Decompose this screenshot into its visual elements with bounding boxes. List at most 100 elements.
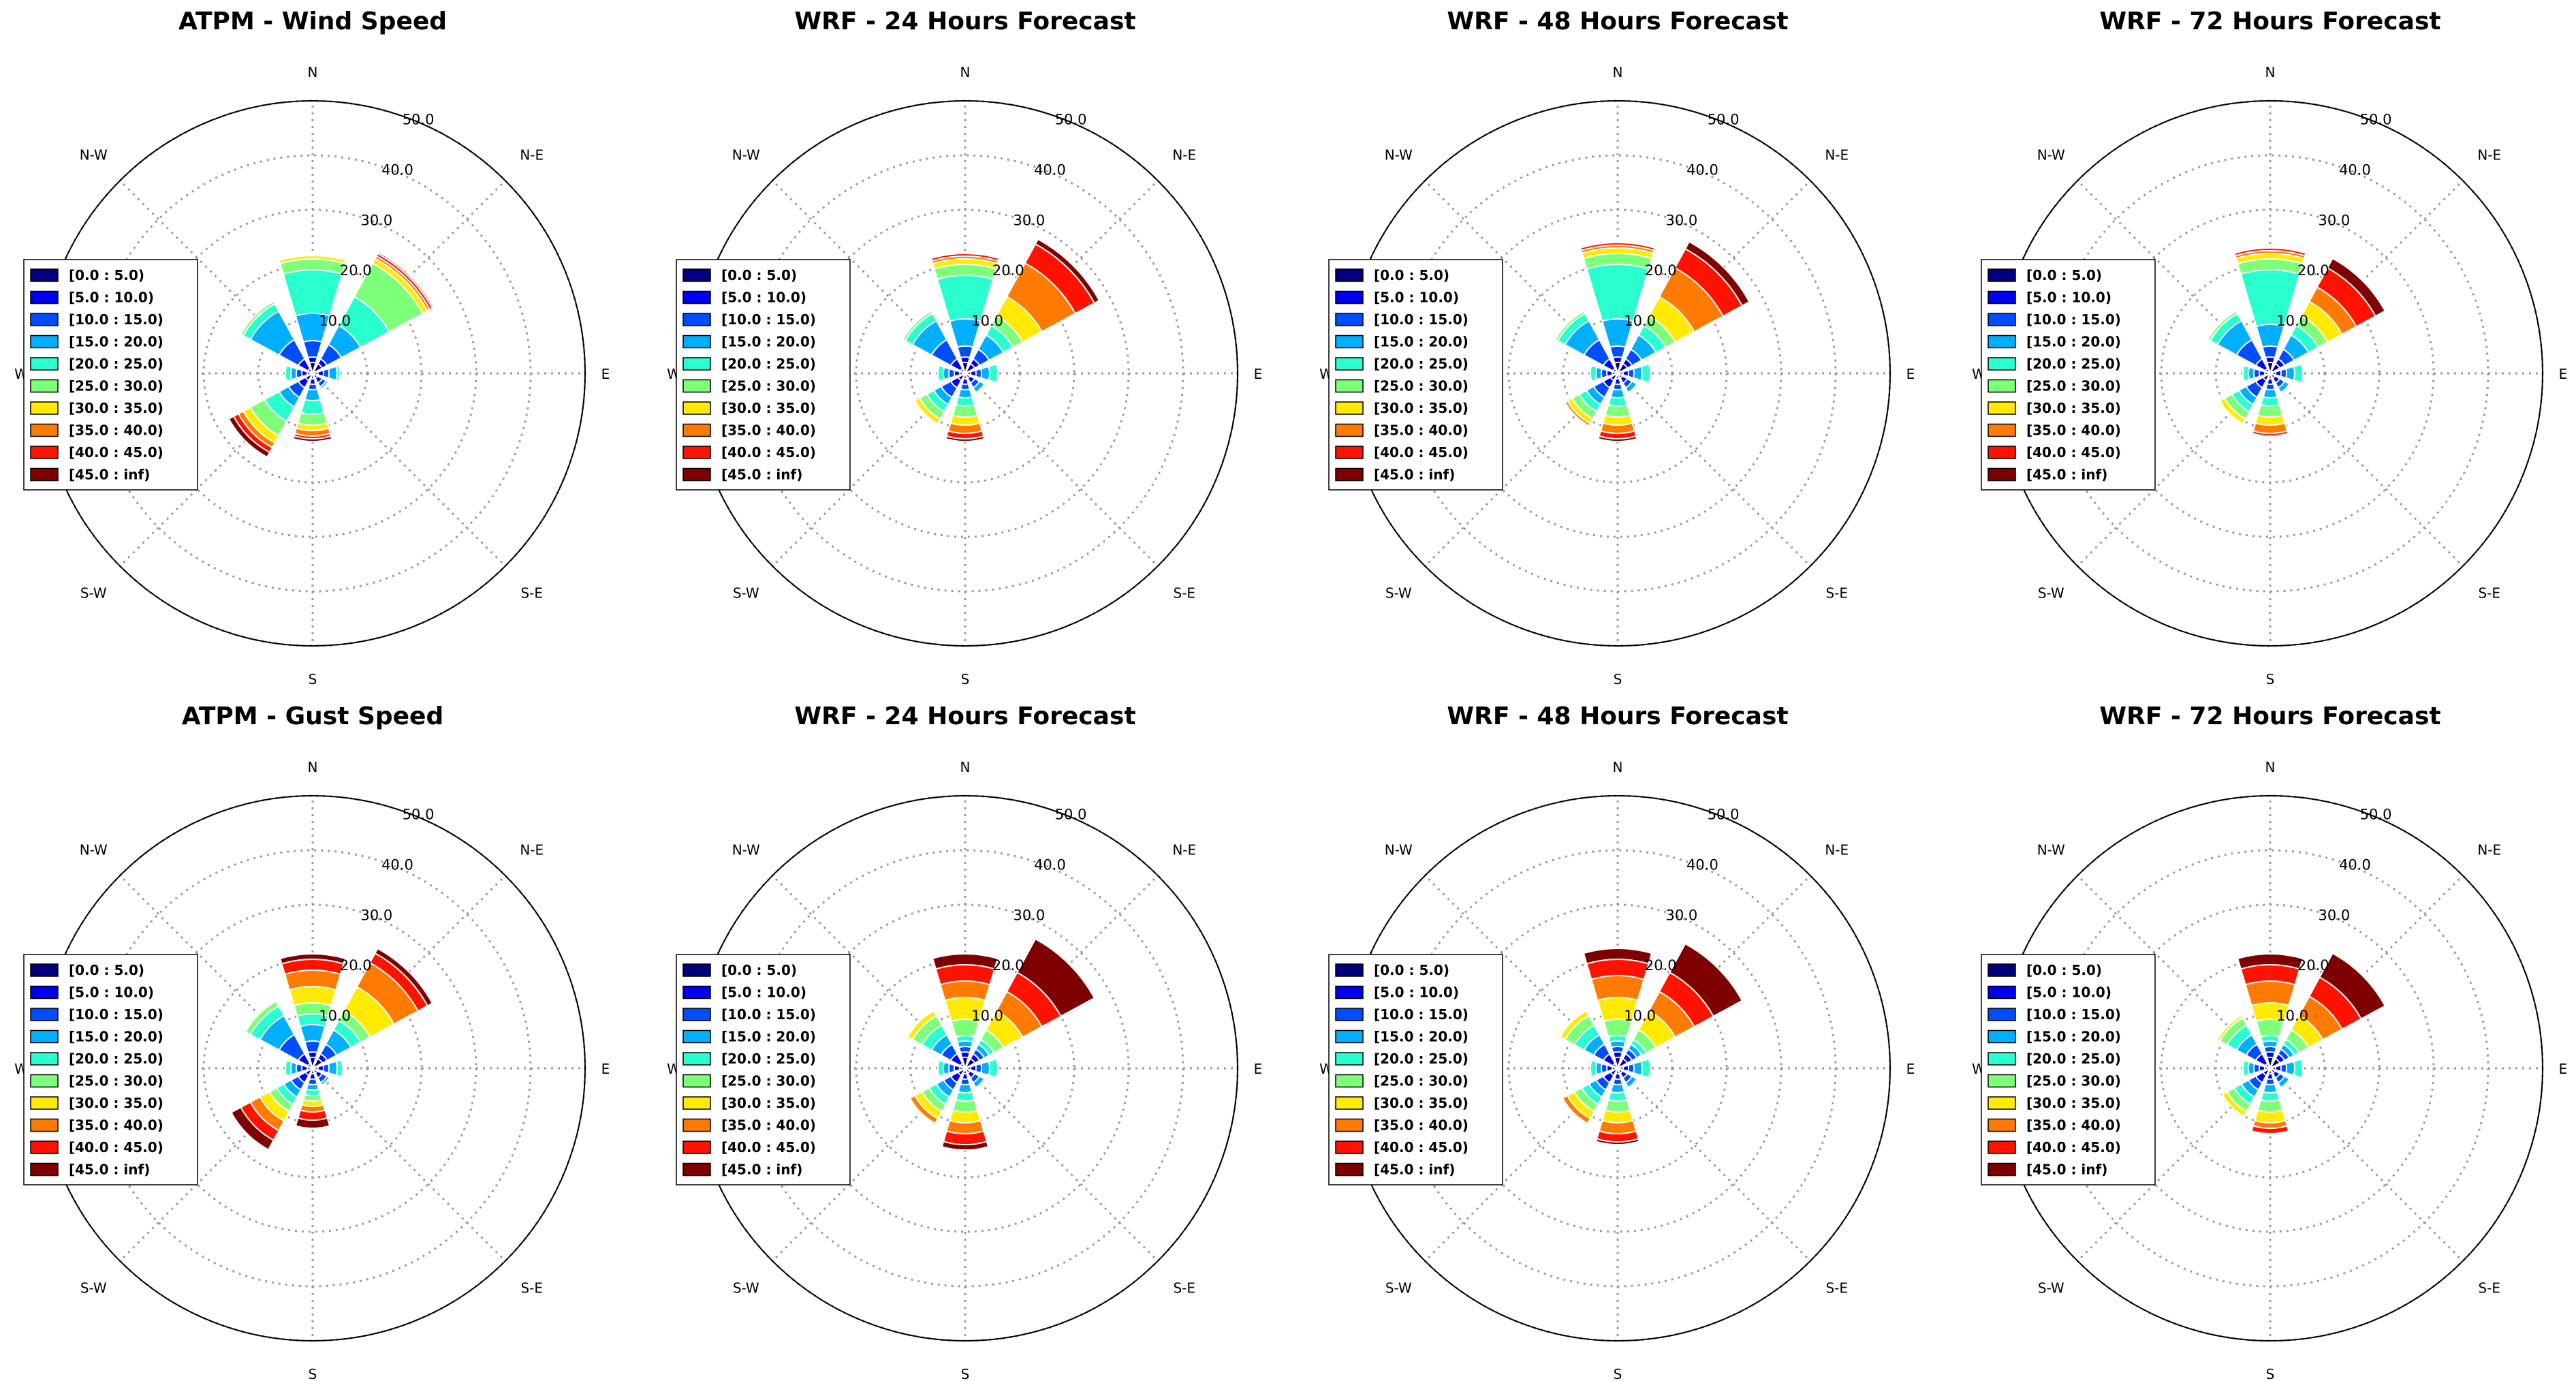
wedge-N-E-bin-0 <box>1616 1057 1629 1070</box>
legend-label: [40.0 : 45.0) <box>2026 1139 2121 1155</box>
ring-label: 20.0 <box>2297 262 2329 279</box>
ring-label: 30.0 <box>1665 212 1697 228</box>
legend-swatch <box>1988 963 2016 977</box>
legend-label: [25.0 : 30.0) <box>721 1073 816 1089</box>
wedge-N-W-bin-0 <box>1612 1062 1620 1070</box>
ring-label: 10.0 <box>971 313 1003 329</box>
legend-label: [40.0 : 45.0) <box>2026 444 2121 461</box>
legend-swatch <box>1988 1141 2016 1154</box>
legend-swatch <box>682 1162 711 1177</box>
grid-spoke <box>2077 875 2272 1070</box>
wedge-N-bin-4 <box>2240 269 2301 376</box>
direction-label: N-E <box>1825 146 1849 163</box>
legend-label: [0.0 : 5.0) <box>2026 962 2102 978</box>
direction-label: S-W <box>733 585 759 602</box>
legend-label: [20.0 : 25.0) <box>2026 356 2121 372</box>
wedge-N-W-bin-0 <box>959 367 967 375</box>
legend-label: [30.0 : 35.0) <box>1374 1095 1468 1111</box>
legend-swatch <box>30 423 59 437</box>
legend-label: [35.0 : 40.0) <box>2026 422 2121 439</box>
legend-swatch <box>682 335 711 349</box>
legend-swatch <box>682 963 711 977</box>
wedge-N-bin-0 <box>1614 362 1622 376</box>
wedge-E-bin-0 <box>1615 371 1624 376</box>
wedge-N-bin-0 <box>2266 362 2274 376</box>
grid-spoke <box>311 1067 506 1262</box>
panel-title: WRF - 48 Hours Forecast <box>1447 702 1788 730</box>
legend-swatch <box>682 290 711 305</box>
grid-spoke <box>1616 372 1811 567</box>
ring-label: 50.0 <box>1708 111 1740 127</box>
legend-label: [30.0 : 35.0) <box>69 1095 163 1111</box>
wedge-N-W-bin-0 <box>959 1062 967 1070</box>
ring-label: 50.0 <box>403 111 435 127</box>
ring-label: 10.0 <box>971 1008 1003 1024</box>
legend-label: [15.0 : 20.0) <box>2026 334 2121 350</box>
grid-spoke <box>772 180 967 375</box>
legend-label: [5.0 : 10.0) <box>69 984 154 1001</box>
direction-label: S-W <box>1385 1280 1412 1297</box>
legend-swatch <box>1988 1162 2016 1177</box>
direction-label: S-E <box>520 1280 543 1297</box>
legend-label: [45.0 : inf) <box>2026 467 2107 483</box>
grid-spoke <box>311 372 506 567</box>
legend-swatch <box>30 1052 59 1066</box>
wedge-S-bin-0 <box>962 371 968 380</box>
legend-label: [0.0 : 5.0) <box>1374 267 1449 283</box>
direction-label: S <box>309 671 317 687</box>
direction-label: E <box>1254 366 1263 382</box>
legend-swatch <box>682 1052 711 1066</box>
wedge-E-bin-0 <box>1615 1066 1624 1071</box>
panel-title: ATPM - Gust Speed <box>182 702 444 730</box>
wedge-N-W-bin-0 <box>1612 367 1620 375</box>
grid-spoke <box>772 875 967 1070</box>
direction-label: S-E <box>1173 585 1195 602</box>
ring-label: 30.0 <box>1013 212 1045 228</box>
legend-label: [20.0 : 25.0) <box>721 1051 816 1067</box>
direction-label: S <box>2266 671 2275 687</box>
direction-label: N <box>960 64 971 80</box>
grid-spoke <box>1424 372 1619 567</box>
ring-label: 40.0 <box>1034 856 1066 873</box>
grid-spoke <box>2269 1067 2464 1262</box>
legend-swatch <box>1335 357 1364 371</box>
legend-label: [25.0 : 30.0) <box>69 1073 163 1089</box>
direction-label: N-E <box>1825 841 1849 858</box>
wedge-N-bin-0 <box>961 1057 969 1071</box>
legend-swatch <box>1335 1096 1364 1110</box>
wedge-N-E-bin-0 <box>1616 362 1629 375</box>
grid-spoke <box>772 1067 967 1262</box>
direction-label: N <box>960 759 971 775</box>
legend-swatch <box>682 423 711 437</box>
direction-label: N-W <box>80 146 108 163</box>
legend-swatch <box>1335 335 1364 349</box>
legend-label: [5.0 : 10.0) <box>1374 290 1459 306</box>
ring-label: 10.0 <box>1624 313 1656 329</box>
legend-label: [35.0 : 40.0) <box>1374 422 1468 439</box>
legend-label: [5.0 : 10.0) <box>69 290 154 306</box>
wedge-E-bin-0 <box>962 1066 972 1071</box>
direction-label: S <box>1614 1366 1622 1381</box>
ring-label: 20.0 <box>340 957 372 974</box>
direction-label: S-E <box>1173 1280 1195 1297</box>
grid-spoke <box>2077 1067 2272 1262</box>
legend-swatch <box>1335 963 1364 977</box>
legend-swatch <box>30 1008 59 1021</box>
direction-label: S-W <box>2038 1280 2064 1297</box>
legend-label: [45.0 : inf) <box>69 1162 150 1178</box>
legend-label: [45.0 : inf) <box>721 467 802 483</box>
legend-label: [20.0 : 25.0) <box>69 356 163 372</box>
legend-swatch <box>30 268 59 282</box>
legend-swatch <box>30 1096 59 1110</box>
legend-label: [0.0 : 5.0) <box>2026 267 2102 283</box>
ring-label: 10.0 <box>2276 1008 2308 1024</box>
legend-label: [5.0 : 10.0) <box>2026 290 2111 306</box>
legend-swatch <box>682 1008 711 1021</box>
grid-spoke <box>119 875 314 1070</box>
direction-label: N <box>2265 64 2276 80</box>
panel-title: WRF - 48 Hours Forecast <box>1447 7 1788 35</box>
ring-label: 40.0 <box>381 856 413 873</box>
direction-label: N-W <box>2037 146 2065 163</box>
wedge-N-W-bin-0 <box>307 1062 315 1070</box>
legend-swatch <box>682 268 711 282</box>
